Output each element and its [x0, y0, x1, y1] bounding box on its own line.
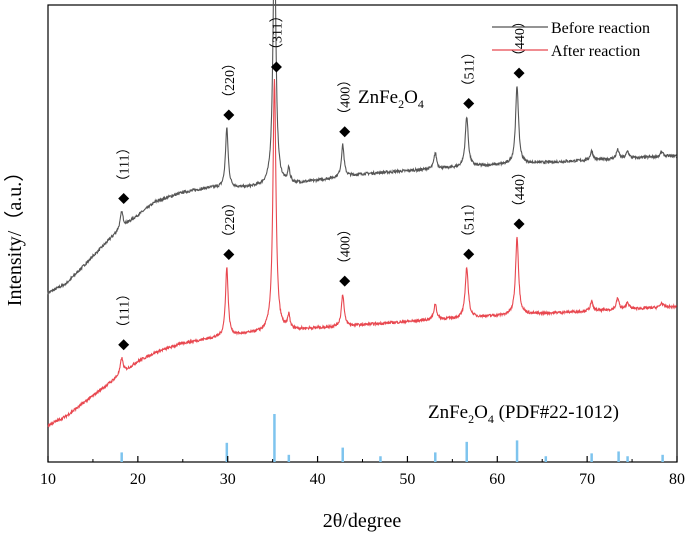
- x-tick-label: 70: [579, 471, 595, 488]
- peak-hkl-label: （511）: [462, 45, 478, 93]
- peak-marker: [118, 193, 130, 205]
- series-line-0: [47, 0, 678, 295]
- peak-markers: （111） （220） （311） （400） （511） （440） （111） （220）…: [117, 9, 528, 351]
- legend-label-before: Before reaction: [551, 20, 650, 37]
- peak-marker: [270, 61, 282, 73]
- x-axis-title: 2θ/degree: [323, 510, 402, 532]
- peak-marker: [513, 218, 525, 230]
- peak-marker: [118, 339, 130, 351]
- peak-hkl-label: （440）: [512, 165, 528, 214]
- phase-label: ZnFe2O4: [358, 87, 424, 111]
- legend: Before reaction After reaction: [492, 20, 650, 60]
- peak-hkl-label: （400）: [338, 73, 354, 122]
- peak-marker: [223, 109, 235, 121]
- series-layer: [47, 0, 678, 428]
- peak-hkl-label: （111）: [117, 287, 133, 335]
- peak-marker: [223, 249, 235, 261]
- series-line-1: [47, 79, 678, 428]
- peak-hkl-label: （220）: [222, 196, 238, 245]
- x-axis-ticks: 10 20 30 40 50 60 70 80: [40, 456, 685, 488]
- peak-hkl-label: （220）: [222, 56, 238, 105]
- x-tick-label: 40: [310, 471, 326, 488]
- x-tick-label: 50: [399, 471, 415, 488]
- peak-hkl-label: （400）: [338, 222, 354, 271]
- x-tick-label: 10: [40, 471, 56, 488]
- peak-marker: [463, 248, 475, 260]
- x-tick-label: 30: [220, 471, 236, 488]
- peak-marker: [463, 97, 475, 109]
- x-tick-label: 80: [669, 471, 685, 488]
- reference-label: ZnFe2O4 (PDF#22-1012): [428, 402, 619, 426]
- peak-hkl-label: （440）: [512, 14, 528, 63]
- peak-hkl-label: （111）: [117, 141, 133, 189]
- legend-label-after: After reaction: [551, 43, 640, 60]
- reference-pattern: [120, 414, 664, 462]
- peak-marker: [339, 275, 351, 287]
- peak-marker: [513, 67, 525, 79]
- peak-marker: [339, 126, 351, 138]
- x-tick-label: 60: [489, 471, 505, 488]
- y-axis-title: Intensity/（a.u.）: [3, 162, 26, 306]
- plot-frame: [47, 4, 678, 463]
- x-tick-label: 20: [130, 471, 146, 488]
- peak-hkl-label: （311）: [269, 9, 285, 57]
- peak-hkl-label: （511）: [462, 196, 478, 244]
